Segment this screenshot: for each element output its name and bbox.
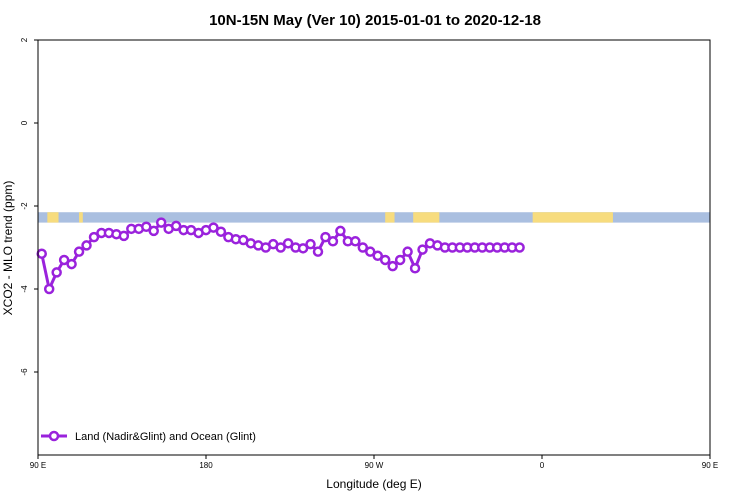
x-tick-label: 90 W <box>365 461 384 470</box>
data-point <box>275 242 286 253</box>
y-tick-label: 0 <box>20 120 29 125</box>
series-layer <box>36 217 525 295</box>
data-point <box>335 225 346 237</box>
legend-marker <box>48 430 60 442</box>
y-axis-label: XCO2 - MLO trend (ppm) <box>1 181 15 316</box>
data-point <box>36 248 47 259</box>
data-point <box>282 238 294 249</box>
data-point <box>409 263 421 274</box>
data-point <box>394 254 406 266</box>
data-point <box>170 220 182 232</box>
x-tick-label: 90 E <box>30 461 46 470</box>
data-point <box>155 217 167 228</box>
data-point <box>148 225 159 237</box>
land-segment <box>79 212 83 223</box>
land-segment <box>413 212 440 223</box>
data-point <box>58 254 70 266</box>
legend: Land (Nadir&Glint) and Ocean (Glint) <box>41 430 256 443</box>
x-tick-label: 90 E <box>702 461 718 470</box>
legend-entry-label: Land (Nadir&Glint) and Ocean (Glint) <box>75 431 256 443</box>
data-point <box>327 236 339 247</box>
y-tick-label: -6 <box>20 368 29 376</box>
data-point <box>379 254 391 266</box>
data-point <box>320 231 331 243</box>
data-point <box>66 258 77 270</box>
land-ocean-band <box>38 212 710 223</box>
data-point <box>88 231 100 243</box>
data-point <box>365 246 376 257</box>
data-point <box>312 246 324 257</box>
y-tick-label: -4 <box>20 285 29 293</box>
chart-title: 10N-15N May (Ver 10) 2015-01-01 to 2020-… <box>209 12 541 29</box>
data-point <box>141 221 152 232</box>
land-segment <box>532 212 613 223</box>
data-point <box>51 267 62 278</box>
y-axis: 2 0 -2 -4 -6 <box>20 37 38 376</box>
data-point <box>514 242 525 253</box>
data-point <box>357 242 369 253</box>
data-point <box>350 236 361 247</box>
x-axis-label: Longitude (deg E) <box>326 477 421 491</box>
y-tick-label: 2 <box>20 37 29 42</box>
land-segment <box>47 212 59 223</box>
x-tick-label: 0 <box>540 461 545 470</box>
ocean-band <box>38 212 710 223</box>
x-tick-label: 180 <box>199 461 213 470</box>
data-point <box>417 244 428 255</box>
data-point <box>73 246 85 257</box>
data-point <box>43 283 55 295</box>
data-point <box>305 238 316 250</box>
data-point <box>208 222 219 233</box>
data-point <box>297 243 309 254</box>
y-tick-label: -2 <box>20 202 29 210</box>
data-point <box>372 250 383 262</box>
plot-frame <box>37 39 711 456</box>
data-point <box>81 240 92 251</box>
data-point <box>215 226 227 237</box>
land-segment <box>385 212 395 223</box>
data-point <box>387 260 398 272</box>
data-point <box>118 230 130 242</box>
data-point <box>402 246 413 257</box>
